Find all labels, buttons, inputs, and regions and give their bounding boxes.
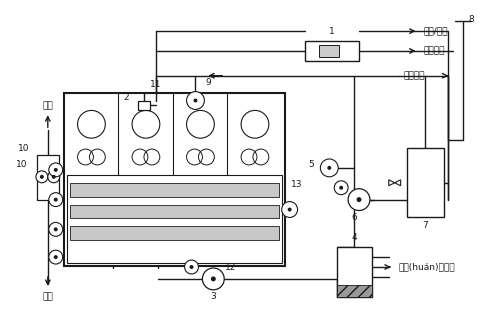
Text: 5: 5 — [308, 161, 314, 169]
Text: 補充氮氣: 補充氮氣 — [404, 71, 425, 80]
Bar — [64, 93, 284, 266]
Text: 4: 4 — [352, 233, 358, 242]
Bar — [337, 285, 372, 297]
Text: 進料: 進料 — [42, 101, 53, 110]
Bar — [37, 155, 58, 200]
Bar — [70, 183, 278, 197]
Text: M: M — [196, 120, 204, 129]
Text: M: M — [251, 120, 259, 129]
Circle shape — [186, 92, 204, 110]
Circle shape — [320, 159, 338, 177]
Circle shape — [78, 110, 106, 138]
Circle shape — [334, 181, 348, 195]
Bar — [66, 175, 282, 263]
Circle shape — [54, 168, 58, 172]
Circle shape — [184, 260, 198, 274]
Text: 1: 1 — [329, 27, 334, 36]
Text: 2: 2 — [124, 93, 129, 102]
Text: 助燃空氣: 助燃空氣 — [424, 46, 445, 55]
Text: 6: 6 — [351, 213, 357, 222]
Circle shape — [202, 268, 224, 290]
Circle shape — [54, 255, 58, 259]
Circle shape — [288, 208, 292, 212]
Text: 7: 7 — [422, 221, 428, 230]
Circle shape — [36, 171, 48, 183]
Circle shape — [190, 265, 194, 269]
Text: 8: 8 — [468, 15, 474, 24]
Text: 11: 11 — [150, 80, 162, 89]
Circle shape — [54, 227, 58, 231]
Circle shape — [328, 166, 332, 170]
Circle shape — [241, 110, 269, 138]
Text: 燃氣/燃油: 燃氣/燃油 — [424, 27, 448, 36]
Text: 13: 13 — [291, 180, 302, 189]
Text: 12: 12 — [224, 263, 236, 271]
Text: 3: 3 — [210, 292, 216, 301]
Circle shape — [186, 110, 214, 138]
Circle shape — [211, 276, 216, 281]
Text: 9: 9 — [206, 78, 211, 87]
Circle shape — [356, 197, 362, 202]
Bar — [70, 226, 278, 240]
Circle shape — [49, 250, 62, 264]
Text: 10: 10 — [18, 144, 30, 152]
Bar — [337, 247, 372, 297]
Bar — [304, 41, 359, 61]
Circle shape — [49, 193, 62, 207]
Circle shape — [48, 171, 60, 183]
Bar — [138, 100, 150, 110]
Circle shape — [132, 110, 160, 138]
Circle shape — [348, 189, 370, 211]
Bar — [320, 45, 339, 57]
Circle shape — [49, 223, 62, 236]
Text: 10: 10 — [16, 161, 28, 169]
Circle shape — [49, 163, 62, 177]
Bar — [70, 205, 278, 218]
Circle shape — [40, 175, 44, 179]
Text: 循環(huán)冷卻水: 循環(huán)冷卻水 — [398, 263, 456, 271]
Circle shape — [54, 198, 58, 202]
Bar — [406, 148, 445, 218]
Circle shape — [194, 99, 198, 102]
Text: 出料: 出料 — [42, 292, 53, 301]
Text: M: M — [88, 120, 96, 129]
Text: M: M — [142, 120, 150, 129]
Circle shape — [339, 186, 343, 190]
Circle shape — [52, 175, 56, 179]
Circle shape — [282, 202, 298, 218]
